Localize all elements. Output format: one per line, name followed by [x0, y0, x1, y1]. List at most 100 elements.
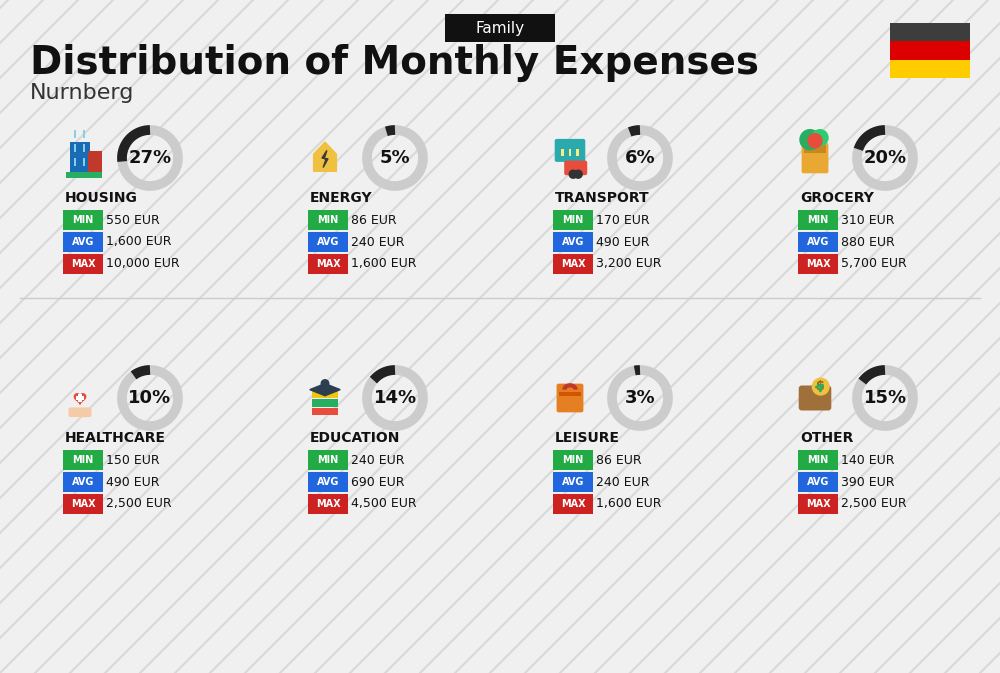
FancyBboxPatch shape	[68, 407, 92, 417]
Text: MIN: MIN	[562, 215, 584, 225]
FancyBboxPatch shape	[553, 210, 593, 230]
FancyBboxPatch shape	[564, 161, 587, 175]
Text: AVG: AVG	[562, 477, 584, 487]
FancyBboxPatch shape	[63, 494, 103, 514]
Text: TRANSPORT: TRANSPORT	[555, 191, 650, 205]
FancyBboxPatch shape	[76, 396, 84, 400]
Text: AVG: AVG	[72, 237, 94, 247]
FancyBboxPatch shape	[802, 143, 828, 174]
FancyBboxPatch shape	[308, 232, 348, 252]
Text: OTHER: OTHER	[800, 431, 853, 445]
Circle shape	[812, 130, 828, 145]
FancyBboxPatch shape	[553, 254, 593, 274]
Text: 1,600 EUR: 1,600 EUR	[351, 258, 416, 271]
Polygon shape	[314, 142, 336, 172]
FancyBboxPatch shape	[63, 210, 103, 230]
Text: Distribution of Monthly Expenses: Distribution of Monthly Expenses	[30, 44, 759, 82]
Text: 550 EUR: 550 EUR	[106, 213, 160, 227]
Text: Family: Family	[475, 20, 525, 36]
Text: 240 EUR: 240 EUR	[351, 236, 404, 248]
Text: MIN: MIN	[72, 455, 94, 465]
FancyBboxPatch shape	[576, 149, 579, 156]
Circle shape	[800, 130, 820, 149]
FancyBboxPatch shape	[569, 149, 571, 156]
Text: 14%: 14%	[373, 389, 417, 407]
FancyBboxPatch shape	[890, 23, 970, 41]
Circle shape	[812, 378, 829, 395]
Circle shape	[808, 134, 822, 147]
FancyBboxPatch shape	[553, 450, 593, 470]
FancyBboxPatch shape	[78, 394, 82, 402]
FancyBboxPatch shape	[559, 392, 581, 396]
FancyBboxPatch shape	[63, 472, 103, 492]
FancyBboxPatch shape	[88, 151, 102, 174]
Text: Nurnberg: Nurnberg	[30, 83, 134, 103]
Text: MAX: MAX	[806, 499, 830, 509]
FancyBboxPatch shape	[83, 130, 85, 138]
Text: AVG: AVG	[807, 477, 829, 487]
Text: 20%: 20%	[863, 149, 907, 167]
Text: 390 EUR: 390 EUR	[841, 476, 895, 489]
Text: 240 EUR: 240 EUR	[351, 454, 404, 466]
FancyBboxPatch shape	[445, 14, 555, 42]
Polygon shape	[74, 394, 86, 404]
Text: AVG: AVG	[317, 477, 339, 487]
Text: 310 EUR: 310 EUR	[841, 213, 895, 227]
FancyBboxPatch shape	[83, 158, 85, 166]
Text: MAX: MAX	[316, 499, 340, 509]
Text: 27%: 27%	[128, 149, 172, 167]
Text: 15%: 15%	[863, 389, 907, 407]
Text: 3,200 EUR: 3,200 EUR	[596, 258, 662, 271]
Text: MIN: MIN	[317, 215, 339, 225]
Text: MIN: MIN	[562, 455, 584, 465]
FancyBboxPatch shape	[308, 494, 348, 514]
FancyBboxPatch shape	[66, 172, 102, 178]
Text: MIN: MIN	[807, 455, 829, 465]
Text: 2,500 EUR: 2,500 EUR	[841, 497, 907, 511]
FancyBboxPatch shape	[312, 399, 338, 406]
FancyBboxPatch shape	[553, 232, 593, 252]
FancyBboxPatch shape	[798, 232, 838, 252]
FancyBboxPatch shape	[890, 41, 970, 60]
Text: LEISURE: LEISURE	[555, 431, 620, 445]
FancyBboxPatch shape	[553, 472, 593, 492]
Text: 86 EUR: 86 EUR	[351, 213, 397, 227]
Text: 5%: 5%	[380, 149, 410, 167]
FancyBboxPatch shape	[308, 210, 348, 230]
Text: 10,000 EUR: 10,000 EUR	[106, 258, 180, 271]
Text: AVG: AVG	[562, 237, 584, 247]
Circle shape	[569, 170, 577, 178]
Text: AVG: AVG	[807, 237, 829, 247]
FancyBboxPatch shape	[308, 254, 348, 274]
FancyBboxPatch shape	[83, 144, 85, 152]
Text: 86 EUR: 86 EUR	[596, 454, 642, 466]
Text: HEALTHCARE: HEALTHCARE	[65, 431, 166, 445]
Text: MAX: MAX	[71, 499, 95, 509]
FancyBboxPatch shape	[312, 391, 338, 398]
Text: MAX: MAX	[316, 259, 340, 269]
FancyBboxPatch shape	[798, 210, 838, 230]
FancyBboxPatch shape	[798, 450, 838, 470]
Text: MIN: MIN	[317, 455, 339, 465]
Text: AVG: AVG	[317, 237, 339, 247]
FancyBboxPatch shape	[308, 472, 348, 492]
FancyBboxPatch shape	[804, 145, 826, 153]
Polygon shape	[310, 384, 340, 396]
FancyBboxPatch shape	[553, 494, 593, 514]
Text: MAX: MAX	[71, 259, 95, 269]
Text: MAX: MAX	[561, 259, 585, 269]
Text: MIN: MIN	[72, 215, 94, 225]
Text: 240 EUR: 240 EUR	[596, 476, 650, 489]
Text: MAX: MAX	[561, 499, 585, 509]
FancyBboxPatch shape	[561, 149, 564, 156]
Text: EDUCATION: EDUCATION	[310, 431, 400, 445]
FancyBboxPatch shape	[555, 139, 585, 162]
Text: 1,600 EUR: 1,600 EUR	[106, 236, 172, 248]
Text: 5,700 EUR: 5,700 EUR	[841, 258, 907, 271]
FancyBboxPatch shape	[63, 254, 103, 274]
Text: GROCERY: GROCERY	[800, 191, 874, 205]
Text: 6%: 6%	[625, 149, 655, 167]
Text: 490 EUR: 490 EUR	[106, 476, 160, 489]
Text: HOUSING: HOUSING	[65, 191, 138, 205]
Text: 490 EUR: 490 EUR	[596, 236, 650, 248]
